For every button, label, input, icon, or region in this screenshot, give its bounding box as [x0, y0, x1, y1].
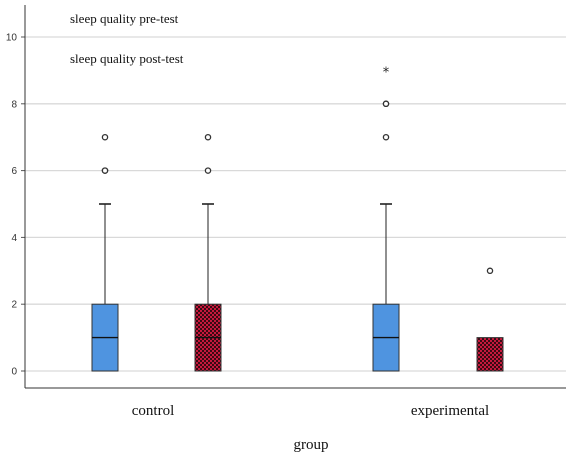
category-label: control — [132, 403, 175, 419]
outlier-point — [101, 167, 109, 174]
y-tick-label: 8 — [11, 99, 17, 110]
outlier-point — [382, 133, 390, 141]
category-label: experimental — [411, 403, 489, 419]
box-1-0 — [194, 133, 222, 372]
y-tick-label: 6 — [11, 166, 17, 177]
y-tick-label: 2 — [11, 300, 17, 311]
legend-entry-pre: sleep quality pre-test — [70, 11, 179, 26]
y-tick-label: 10 — [6, 33, 18, 44]
outlier-point — [486, 267, 494, 275]
x-axis-title: group — [294, 437, 329, 453]
y-axis-ticks: 0 2 4 6 8 10 — [6, 33, 25, 378]
outlier-point — [204, 133, 212, 141]
y-tick-label: 4 — [11, 233, 17, 244]
box-0-1: * — [372, 65, 400, 372]
boxes: * — [91, 65, 504, 372]
category-labels: control experimental — [132, 403, 489, 419]
outlier-point — [382, 100, 390, 108]
box-iqr — [476, 337, 504, 372]
extreme-point: * — [383, 65, 390, 80]
box-0-0 — [91, 133, 119, 372]
legend-entry-post: sleep quality post-test — [70, 51, 184, 66]
outlier-point — [204, 167, 212, 174]
outlier-point — [101, 133, 109, 141]
box-1-1 — [476, 267, 504, 372]
y-tick-label: 0 — [11, 367, 17, 378]
